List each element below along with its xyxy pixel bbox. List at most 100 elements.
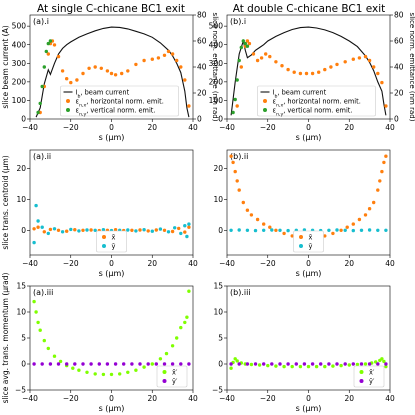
data-point [245, 208, 250, 212]
data-point [331, 364, 335, 368]
data-point [156, 56, 161, 60]
data-point [306, 364, 311, 369]
data-point [231, 110, 235, 115]
data-point [179, 362, 183, 366]
data-point [183, 224, 187, 228]
data-point [164, 351, 169, 356]
column-title-left: At single C-chicane BC1 exit [37, 3, 185, 15]
data-point [331, 231, 335, 236]
data-point [52, 227, 57, 231]
data-point [146, 229, 150, 233]
series-group [35, 26, 191, 118]
data-point [113, 228, 118, 232]
data-point [142, 228, 146, 232]
legend-entry: ȳ [309, 243, 313, 251]
legend-swatch [162, 370, 167, 374]
y-tick-label: 10 [213, 308, 223, 317]
y-tick-label: 0 [218, 226, 223, 235]
data-point [335, 62, 339, 67]
data-point [266, 363, 270, 368]
legend: x̄′ȳ′ [156, 365, 188, 388]
series-group [229, 154, 388, 240]
data-point [268, 225, 272, 229]
data-point [233, 97, 237, 102]
data-point [142, 58, 146, 63]
chart-panel: −40 −20 0 20 40 0 10 20 s (μm) slice trans. centr… [1, 149, 198, 278]
data-point [36, 225, 40, 229]
panel-label: (a).iii [33, 288, 53, 297]
y-tick-label: 0 [218, 360, 223, 369]
data-point [87, 66, 91, 71]
data-point [357, 217, 362, 222]
y2-tick-label: 0 [394, 115, 399, 124]
data-point [237, 362, 241, 366]
legend-entry: εn,x, horizontal norm. emit. [273, 98, 361, 109]
data-point [376, 228, 380, 232]
y-tick-label: 500 [12, 22, 27, 31]
data-point [32, 227, 36, 231]
y2-tick-label: 80 [394, 11, 404, 20]
data-point [384, 154, 388, 158]
data-point [335, 362, 339, 366]
data-point [327, 228, 331, 232]
data-point [126, 69, 130, 73]
y2-tick-label: 0 [197, 115, 202, 124]
y2-axis-label: slice norm. emittance (nm rad) [211, 13, 219, 122]
data-point [150, 362, 154, 366]
data-point [109, 71, 114, 76]
y2-tick-label: 60 [197, 37, 207, 46]
data-point [239, 45, 243, 50]
data-point [262, 228, 266, 232]
data-point [264, 52, 268, 56]
data-point [351, 57, 355, 61]
data-point [52, 354, 57, 358]
data-point [347, 363, 351, 367]
data-point [179, 325, 183, 330]
y-tick-label: 5 [218, 334, 223, 343]
data-point [32, 362, 36, 366]
data-point [42, 230, 46, 234]
y-tick-label: 100 [12, 96, 27, 105]
x-tick-label: −20 [63, 123, 79, 132]
data-point [183, 230, 187, 234]
data-point [367, 362, 372, 366]
x-tick-label: −40 [22, 394, 38, 403]
data-point [372, 200, 376, 205]
data-point [36, 219, 40, 223]
data-point [249, 213, 254, 217]
data-point [235, 104, 239, 108]
data-point [351, 222, 355, 226]
column-title-right: At double C-chicane BC1 exit [233, 3, 386, 15]
data-point [65, 229, 69, 233]
legend-box [257, 85, 376, 117]
data-point [113, 362, 118, 366]
data-point [56, 228, 61, 232]
data-point [357, 56, 362, 60]
series-group [32, 289, 191, 377]
data-point [351, 362, 355, 366]
x-tick-label: −20 [260, 394, 276, 403]
legend-entry: εn,y, vertical norm. emit. [273, 107, 353, 118]
data-point [335, 228, 339, 232]
y-tick-label: 400 [209, 40, 224, 49]
data-point [382, 160, 386, 165]
panel-label: (b).i [230, 17, 246, 26]
legend-box [60, 85, 179, 117]
data-point [339, 228, 343, 232]
legend-entry: x̄ [309, 234, 313, 242]
data-point [34, 203, 38, 208]
data-point [262, 222, 266, 226]
data-point [229, 366, 233, 370]
data-point [138, 228, 142, 232]
data-point [60, 69, 65, 73]
y2-tick-label: 80 [197, 11, 207, 20]
data-point [166, 230, 171, 234]
data-point [44, 49, 48, 54]
data-point [34, 310, 38, 314]
data-point [187, 222, 191, 226]
data-point [185, 234, 189, 239]
data-point [77, 368, 81, 372]
data-point [268, 54, 272, 59]
legend-entry: x̄′ [369, 369, 375, 377]
data-point [245, 362, 250, 366]
